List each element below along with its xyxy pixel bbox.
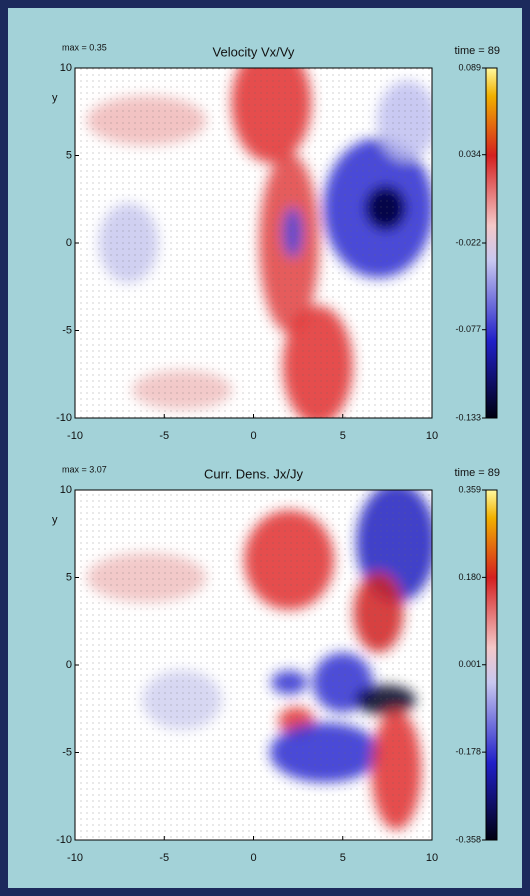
x-tick-label: 10 [426,852,438,864]
x-tick-label: 0 [250,852,256,864]
x-tick-label: -5 [159,852,169,864]
colorbar-tick-label: -0.077 [455,324,481,334]
y-tick-label: 5 [66,571,72,583]
y-tick-label: -10 [56,834,72,846]
chart-title: Velocity Vx/Vy [213,44,295,59]
colorbar-tick-label: 0.089 [458,62,481,72]
y-tick-label: 10 [60,62,72,74]
x-tick-label: -5 [159,430,169,442]
y-tick-label: -5 [62,324,72,336]
x-tick-label: 0 [250,430,256,442]
colorbar-tick-label: 0.180 [458,572,481,582]
x-tick-label: 10 [426,430,438,442]
x-tick-label: -10 [67,852,83,864]
colorbar-tick-label: -0.358 [455,834,481,844]
y-axis-label: y [52,92,58,104]
time-label: time = 89 [454,467,500,479]
y-tick-label: -5 [62,746,72,758]
colorbar [485,489,498,841]
y-axis-label: y [52,514,58,526]
x-tick-label: 5 [340,430,346,442]
y-tick-label: 0 [66,659,72,671]
colorbar-tick-label: -0.133 [455,412,481,422]
vector-dots [75,490,432,840]
vector-dots [75,68,432,418]
scale-label: max = 3.07 [62,464,107,474]
colorbar-tick-label: 0.359 [458,484,481,494]
colorbar-tick-label: 0.034 [458,149,481,159]
x-tick-label: 5 [340,852,346,864]
scale-label: max = 0.35 [62,42,107,52]
x-tick-label: -10 [67,430,83,442]
y-tick-label: -10 [56,412,72,424]
colorbar-tick-label: 0.001 [458,659,481,669]
time-label: time = 89 [454,45,500,57]
chart-title: Curr. Dens. Jx/Jy [204,466,303,481]
y-tick-label: 10 [60,484,72,496]
y-tick-label: 5 [66,149,72,161]
colorbar-tick-label: -0.022 [455,237,481,247]
colorbar [485,67,498,419]
y-tick-label: 0 [66,237,72,249]
colorbar-tick-label: -0.178 [455,747,481,757]
